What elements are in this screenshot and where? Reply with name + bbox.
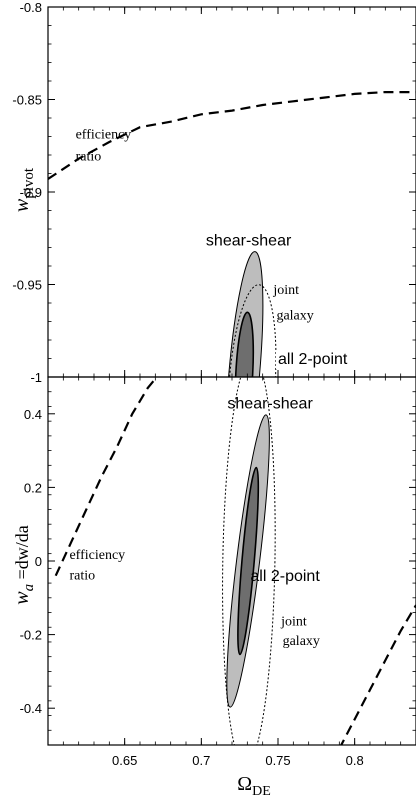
top-annotation: ratio (76, 150, 102, 165)
top-ytick-label: -0.9 (20, 185, 42, 200)
bottom-xtick-label: 0.7 (192, 753, 210, 768)
bottom-annotation: ratio (69, 568, 95, 583)
top-ellipse-all-2point-inner (234, 311, 255, 377)
bottom-ytick-label: -0.4 (20, 701, 42, 716)
bottom-ticks: 0.4 0.2 0 -0.2 -0.4 0.65 0.7 0.75 0.8 (20, 376, 416, 768)
bottom-y-axis-title: wa =dw/da (11, 525, 37, 604)
top-annotation: all 2-point (278, 351, 348, 368)
top-ylabel-sub: pivot (21, 167, 37, 199)
top-annotations: efficiency ratio shear-shear joint galaxy all… (76, 127, 350, 370)
top-annotation: galaxy (276, 309, 313, 324)
bottom-annotation: galaxy (283, 634, 320, 649)
bottom-ytick-label: 0 (35, 554, 42, 569)
bottom-efficiency-curve-right (339, 604, 416, 745)
bottom-annotation: efficiency (69, 548, 125, 563)
bottom-xtick-label: 0.65 (112, 753, 137, 768)
top-ylabel-main: w (11, 198, 33, 212)
svg-text:wa =dw/da: wa =dw/da (11, 525, 37, 604)
bottom-annotation: all 2-point (250, 568, 320, 585)
top-panel: -0.8 -0.85 -0.9 -0.95 -1 efficiency ratio shea… (12, 0, 416, 385)
xlabel-main: Ω (237, 773, 252, 795)
x-axis-title: ΩDE (237, 773, 271, 799)
bottom-annotation: shear-shear (227, 395, 313, 412)
top-ytick-label: -0.85 (12, 93, 42, 108)
top-panel-frame (47, 6, 416, 378)
bottom-plot-area (54, 377, 416, 745)
bottom-ytick-label: 0.2 (24, 480, 42, 495)
top-y-axis-title: wpivot (11, 167, 37, 212)
bottom-ylabel-rest: =dw/da (12, 525, 32, 584)
bottom-ellipse-joint-galaxy (222, 377, 276, 745)
top-ticks: -0.8 -0.85 -0.9 -0.95 -1 (12, 0, 416, 385)
bottom-ellipse-all-2point-inner (237, 466, 260, 656)
top-annotation: shear-shear (206, 233, 292, 250)
xlabel-sub: DE (252, 784, 271, 799)
all-2point-label-backing (276, 350, 350, 370)
bottom-ytick-label: -0.2 (20, 628, 42, 643)
bottom-xtick-label: 0.75 (265, 753, 290, 768)
bottom-ylabel-sub: a (21, 584, 37, 592)
bottom-xtick-label: 0.8 (346, 753, 364, 768)
bottom-panel: 0.4 0.2 0 -0.2 -0.4 0.65 0.7 0.75 0.8 shear-shea… (20, 376, 416, 768)
top-efficiency-curve (48, 91, 416, 180)
top-ytick-label: -1 (30, 370, 42, 385)
bottom-annotation: joint (280, 614, 307, 629)
svg-text:wpivot: wpivot (11, 167, 37, 212)
top-annotation: joint (272, 283, 299, 298)
bottom-ytick-label: 0.4 (24, 407, 42, 422)
svg-text:ΩDE: ΩDE (237, 773, 271, 799)
top-ytick-label: -0.8 (20, 0, 42, 15)
top-plot-area (48, 91, 416, 377)
bottom-annotations: shear-shear efficiency ratio all 2-point joi… (69, 395, 320, 649)
top-ytick-label: -0.95 (12, 278, 42, 293)
bottom-ylabel-main: w (11, 591, 33, 605)
bottom-efficiency-curve-left (54, 377, 159, 577)
top-annotation: efficiency (76, 127, 132, 142)
